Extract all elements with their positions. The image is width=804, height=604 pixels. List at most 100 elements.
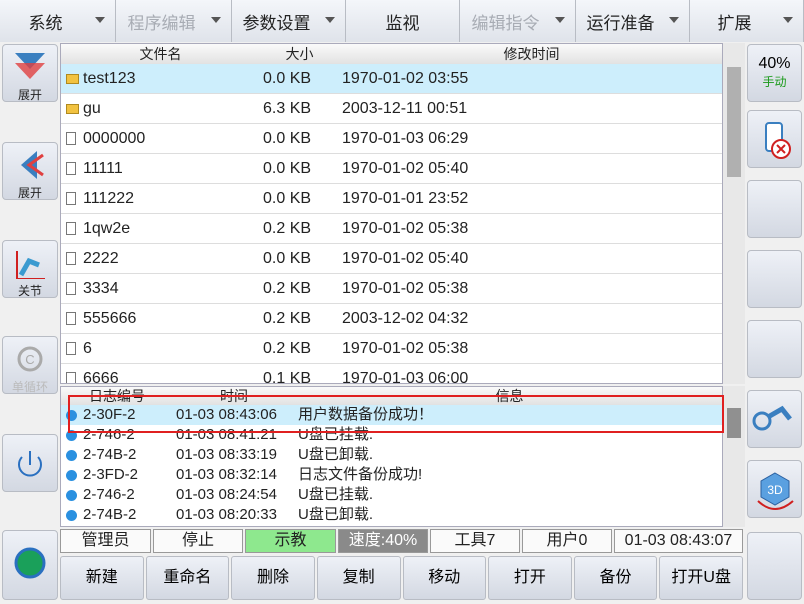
table-cell: 01-03 08:24:54 bbox=[176, 486, 277, 503]
blank-button[interactable] bbox=[747, 532, 802, 600]
table-cell: 0.2 KB bbox=[263, 220, 312, 237]
menu-item[interactable]: 参数设置 bbox=[232, 0, 346, 42]
usb-button[interactable] bbox=[747, 110, 802, 168]
table-cell: U盘已挂载. bbox=[298, 486, 374, 503]
blank-button[interactable] bbox=[747, 320, 802, 378]
table-row[interactable] bbox=[61, 485, 722, 505]
table-cell: 1970-01-02 03:55 bbox=[342, 70, 469, 87]
status-field[interactable]: 管理员 bbox=[60, 529, 151, 553]
status-field[interactable]: 速度:40% bbox=[338, 529, 428, 553]
sidebar-label: 展开 bbox=[17, 186, 42, 200]
blank-button[interactable] bbox=[747, 180, 802, 238]
svg-text:C: C bbox=[25, 352, 34, 367]
table-row[interactable] bbox=[61, 425, 722, 445]
table-cell: 01-03 08:33:19 bbox=[176, 446, 277, 463]
table-row[interactable] bbox=[61, 445, 722, 465]
row-icon bbox=[66, 132, 76, 145]
status-field[interactable]: 停止 bbox=[153, 529, 243, 553]
menu-item[interactable]: 监视 bbox=[346, 0, 460, 42]
row-icon bbox=[66, 470, 77, 481]
table-cell: 日志文件备份成功! bbox=[298, 466, 423, 483]
action-button[interactable]: 复制 bbox=[316, 556, 401, 600]
table-cell: 01-03 08:20:33 bbox=[176, 506, 277, 523]
row-icon bbox=[66, 222, 76, 235]
table-cell: U盘已卸载. bbox=[298, 446, 374, 463]
table-cell: 0.2 KB bbox=[263, 280, 312, 297]
menu-label: 编辑指令 bbox=[471, 13, 540, 33]
table-row[interactable] bbox=[61, 154, 722, 184]
table-row[interactable] bbox=[61, 505, 722, 525]
action-button[interactable]: 删除 bbox=[231, 556, 315, 600]
table-cell: 用户数据备份成功！ bbox=[298, 406, 434, 423]
menu-item[interactable]: 扩展 bbox=[690, 0, 804, 42]
table-row[interactable] bbox=[61, 244, 722, 274]
table-cell: 6666 bbox=[83, 370, 119, 384]
menu-item[interactable]: 运行准备 bbox=[576, 0, 690, 42]
speed-button[interactable]: 40% 手动 bbox=[747, 44, 802, 102]
action-button[interactable]: 打开 bbox=[488, 556, 572, 600]
table-row[interactable] bbox=[61, 214, 722, 244]
icon bbox=[16, 251, 45, 280]
table-row[interactable] bbox=[61, 405, 722, 425]
status-field[interactable]: 工具7 bbox=[430, 529, 520, 553]
table-row[interactable] bbox=[61, 334, 722, 364]
sidebar-label: 单循环 bbox=[11, 380, 48, 394]
row-icon bbox=[66, 430, 77, 441]
table-row[interactable] bbox=[61, 465, 722, 485]
menu-item[interactable]: 程序编辑 bbox=[116, 0, 232, 42]
sidebar-label: 展开 bbox=[17, 88, 42, 102]
sidebar-button[interactable]: 展开 bbox=[2, 142, 58, 200]
status-field[interactable]: 用户0 bbox=[522, 529, 612, 553]
menu-item[interactable]: 系统 bbox=[0, 0, 116, 42]
table-cell: 6 bbox=[83, 340, 92, 357]
table-cell: 1970-01-01 23:52 bbox=[342, 190, 469, 207]
table-row[interactable] bbox=[61, 124, 722, 154]
action-button[interactable]: 新建 bbox=[60, 556, 144, 600]
table-row[interactable] bbox=[61, 184, 722, 214]
table-cell: 1970-01-02 05:38 bbox=[342, 340, 469, 357]
table-cell: 0.2 KB bbox=[263, 310, 312, 327]
table-row[interactable] bbox=[61, 364, 722, 383]
sidebar-button[interactable]: 关节 bbox=[2, 240, 58, 298]
table-cell: 2-746-2 bbox=[83, 486, 135, 503]
row-icon bbox=[66, 342, 76, 355]
table-row[interactable] bbox=[61, 64, 722, 94]
file-scrollbar[interactable] bbox=[723, 43, 745, 384]
menu-label: 监视 bbox=[385, 13, 420, 33]
table-cell: U盘已挂载. bbox=[298, 426, 374, 443]
3d-button[interactable]: 3D bbox=[747, 460, 802, 518]
table-row[interactable] bbox=[61, 94, 722, 124]
table-cell: 1970-01-02 05:38 bbox=[342, 280, 469, 297]
column-header: 文件名 bbox=[61, 44, 261, 65]
power-button[interactable] bbox=[2, 434, 58, 492]
action-button[interactable]: 移动 bbox=[402, 556, 487, 600]
sidebar-button[interactable]: 展开 bbox=[2, 44, 58, 102]
menu-item[interactable]: 编辑指令 bbox=[460, 0, 576, 42]
table-row[interactable] bbox=[61, 274, 722, 304]
row-icon bbox=[66, 490, 77, 501]
highlight-box bbox=[68, 395, 724, 433]
status-field: 01-03 08:43:07 bbox=[614, 529, 743, 553]
menu-label: 扩展 bbox=[717, 13, 752, 33]
action-button[interactable]: 打开U盘 bbox=[659, 556, 743, 600]
robot-button[interactable] bbox=[747, 390, 802, 448]
column-header: 修改时间 bbox=[339, 44, 722, 65]
log-scrollbar[interactable] bbox=[723, 386, 745, 527]
menu-label: 运行准备 bbox=[586, 13, 655, 33]
table-cell: 555666 bbox=[83, 310, 137, 327]
row-icon bbox=[66, 410, 77, 421]
blank-button[interactable] bbox=[747, 250, 802, 308]
sidebar-button: C 单循环 bbox=[2, 336, 58, 394]
action-button[interactable]: 备份 bbox=[573, 556, 658, 600]
table-cell: 0.0 KB bbox=[263, 70, 312, 87]
log-table: 日志编号 时间 信息 2-30F-2 01-03 08:43:06 用户数据备份成功！ 2-… bbox=[60, 386, 723, 527]
run-button[interactable] bbox=[2, 530, 58, 600]
table-cell: 0.0 KB bbox=[263, 160, 312, 177]
table-cell: 11111 bbox=[83, 160, 123, 177]
action-button[interactable]: 重命名 bbox=[145, 556, 230, 600]
status-field[interactable]: 示教 bbox=[245, 529, 336, 553]
table-row[interactable] bbox=[61, 304, 722, 334]
icon bbox=[15, 53, 45, 79]
table-cell: 6.3 KB bbox=[263, 100, 312, 117]
